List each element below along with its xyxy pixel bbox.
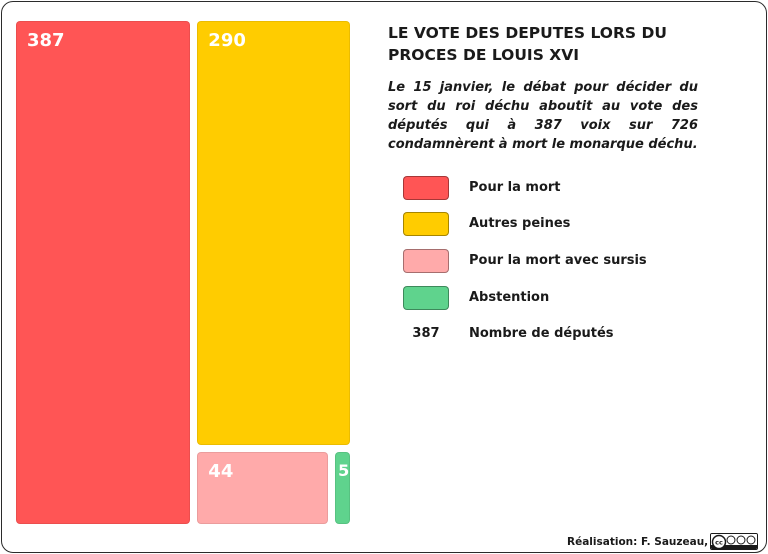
legend-swatch — [403, 286, 449, 310]
legend-swatch — [403, 176, 449, 200]
tile-value-label: 44 — [208, 461, 234, 483]
legend-label: Pour la mort — [469, 180, 561, 195]
tile-value-label: 387 — [27, 30, 65, 51]
legend-label: Abstention — [469, 290, 550, 305]
legend-label: Autres peines — [469, 216, 571, 231]
tile-mort-avec-sursis: 44 — [197, 452, 329, 524]
svg-text:cc: cc — [715, 539, 723, 547]
tile-autres-peines: 290 — [197, 21, 350, 446]
legend-label: Pour la mort avec sursis — [469, 253, 647, 268]
tile-value-label: 290 — [208, 30, 246, 51]
tile-value-label: 5 — [338, 461, 350, 481]
cc-by-nc-sa-icon: cc — [710, 533, 758, 550]
credit-text: Réalisation: F. Sauzeau, 2020 — [567, 536, 742, 548]
legend-swatch — [403, 212, 449, 236]
legend-sample-value: 387 — [412, 326, 440, 341]
legend-sample-label: Nombre de députés — [469, 326, 614, 341]
legend-swatch — [403, 249, 449, 273]
chart-subtitle: Le 15 janvier, le débat pour décider du … — [388, 80, 698, 152]
tile-abstention: 5 — [335, 452, 350, 524]
chart-title: LE VOTE DES DEPUTES LORS DU PROCES DE LO… — [388, 24, 667, 64]
tile-pour-la-mort: 387 — [16, 21, 191, 524]
